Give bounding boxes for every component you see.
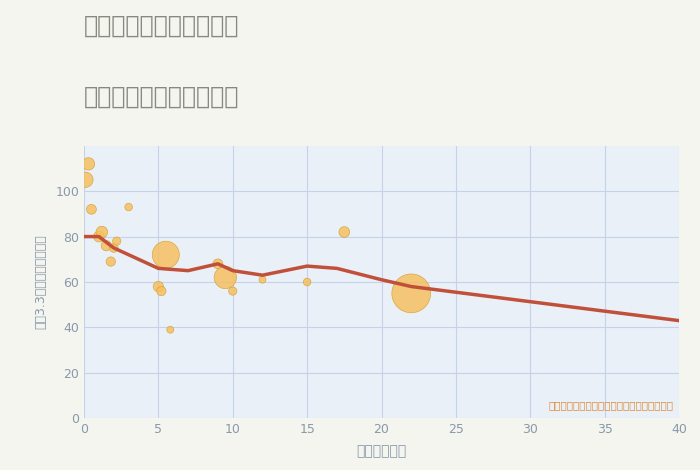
Point [108,244,119,252]
Point [227,287,238,295]
Text: 築年数別中古戸建て価格: 築年数別中古戸建て価格 [84,85,239,109]
Point [83,160,94,168]
Point [257,276,268,283]
Y-axis label: 坪（3.3㎡）単価（万円）: 坪（3.3㎡）単価（万円） [34,235,47,329]
Text: 円の大きさは、取引のあった物件面積を示す: 円の大きさは、取引のあった物件面積を示す [548,400,673,410]
Point [160,251,172,258]
Point [101,242,112,250]
Point [80,176,91,184]
Point [156,287,167,295]
Point [212,260,223,267]
Point [123,203,134,211]
Point [93,233,104,240]
Point [111,237,122,245]
Point [86,205,97,213]
X-axis label: 築年数（年）: 築年数（年） [356,445,407,459]
Point [96,228,108,236]
Point [302,278,313,286]
Point [164,326,176,334]
Text: 千葉県市原市辰巳台西の: 千葉県市原市辰巳台西の [84,14,239,38]
Point [220,274,231,281]
Point [406,290,417,297]
Point [105,258,116,265]
Point [153,283,164,290]
Point [339,228,350,236]
